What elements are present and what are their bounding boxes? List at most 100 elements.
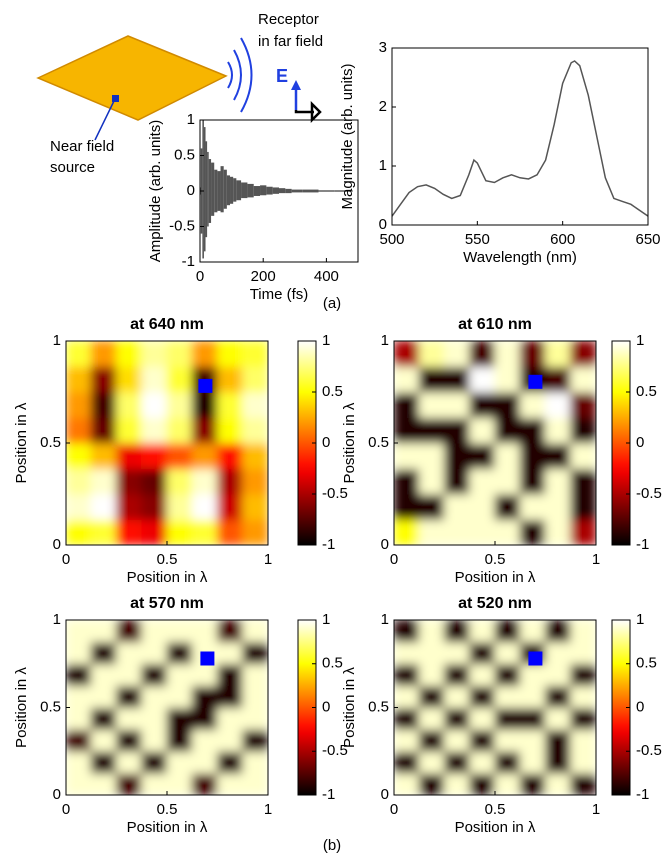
heat-cell	[418, 519, 445, 545]
heat-cell	[90, 417, 117, 444]
heat-cell	[570, 750, 596, 774]
heat-cell	[494, 493, 521, 520]
heat-cell	[394, 663, 420, 687]
heat-cell	[66, 391, 92, 418]
heat-cell	[166, 493, 193, 520]
heat-cell	[166, 341, 193, 367]
heat-cell	[469, 468, 496, 495]
heat-cell	[191, 620, 218, 643]
heat-cell	[116, 663, 143, 687]
heat-cell	[394, 750, 420, 774]
heat-cell	[444, 663, 471, 687]
y-tick-label: 0.5	[368, 434, 389, 451]
heat-cell	[217, 707, 244, 730]
heat-cell	[242, 341, 268, 367]
y-axis-label: Magnitude (arb. units)	[339, 64, 356, 210]
heat-cell	[418, 663, 445, 687]
x-tick-label: 200	[251, 268, 276, 285]
heat-cell	[494, 341, 521, 367]
heat-cell	[545, 728, 572, 752]
colorbar-tick-label: 0.5	[322, 655, 343, 672]
heat-cell	[519, 707, 546, 730]
heat-cell	[519, 620, 546, 643]
heat-cell	[242, 707, 268, 730]
heat-cell	[217, 772, 244, 795]
heat-cell	[494, 707, 521, 730]
x-tick-label: 1	[264, 551, 272, 568]
envelope-bar	[241, 182, 248, 199]
heat-cell	[444, 772, 471, 795]
source-marker	[528, 651, 543, 666]
heat-cell	[116, 772, 143, 795]
heat-cell	[418, 772, 445, 795]
heat-cell	[519, 341, 546, 367]
envelope-bar	[279, 188, 286, 194]
panel-label: (a)	[323, 295, 341, 312]
heat-cell	[141, 417, 168, 444]
colorbar-tick-label: 0	[322, 698, 330, 715]
source-dot	[112, 95, 119, 102]
heat-cell	[418, 728, 445, 752]
envelope-bar	[233, 178, 237, 202]
heat-cell	[469, 341, 496, 367]
heat-cell	[545, 663, 572, 687]
x-axis-label: Position in λ	[455, 569, 536, 586]
heat-cell	[519, 728, 546, 752]
y-tick-label: 0	[53, 536, 61, 553]
x-tick-label: 500	[379, 231, 404, 248]
x-tick-label: 0.5	[157, 801, 178, 818]
y-tick-label: 1	[53, 611, 61, 628]
heat-cell	[394, 772, 420, 795]
heat-cell	[494, 442, 521, 469]
envelope-bar	[220, 166, 224, 213]
heat-cell	[570, 442, 596, 469]
x-axis-label: Position in λ	[455, 819, 536, 836]
heat-cell	[444, 750, 471, 774]
heatmap-cells	[66, 620, 268, 795]
heat-cell	[90, 341, 117, 367]
colorbar-tick-label: -1	[636, 786, 649, 803]
k-arrow	[294, 110, 314, 114]
heat-cell	[394, 620, 420, 643]
envelope-bar	[260, 185, 267, 196]
heat-cell	[570, 663, 596, 687]
heat-cell	[141, 728, 168, 752]
heat-cell	[141, 750, 168, 774]
heat-cell	[242, 468, 268, 495]
source-pointer	[94, 100, 115, 141]
heat-cell	[217, 493, 244, 520]
heat-cell	[116, 468, 143, 495]
heat-cell	[242, 442, 268, 469]
heat-cell	[444, 468, 471, 495]
heat-cell	[570, 728, 596, 752]
colorbar-tick-label: -1	[636, 536, 649, 553]
heat-cell	[116, 641, 143, 665]
envelope-bar	[346, 190, 353, 192]
heat-cell	[545, 468, 572, 495]
heat-cell	[141, 519, 168, 545]
heat-cell	[394, 366, 420, 393]
heat-cell	[141, 663, 168, 687]
heat-cell	[242, 366, 268, 393]
heat-cell	[166, 772, 193, 795]
heat-cell	[217, 641, 244, 665]
y-tick-label: -0.5	[169, 217, 195, 234]
heat-cell	[90, 728, 117, 752]
heat-cell	[418, 620, 445, 643]
heat-cell	[242, 620, 268, 643]
envelope-bar	[247, 183, 254, 198]
x-tick-label: 550	[465, 231, 490, 248]
heat-cell	[418, 391, 445, 418]
heat-cell	[66, 772, 92, 795]
heatmap	[394, 341, 596, 545]
x-axis-label: Time (fs)	[250, 286, 309, 303]
heat-cell	[494, 468, 521, 495]
heat-cell	[394, 442, 420, 469]
chart-title: at 570 nm	[130, 595, 204, 612]
envelope-bar	[236, 180, 242, 201]
x-tick-label: 600	[550, 231, 575, 248]
heat-cell	[217, 685, 244, 708]
plate	[36, 35, 228, 121]
heat-cell	[141, 391, 168, 418]
